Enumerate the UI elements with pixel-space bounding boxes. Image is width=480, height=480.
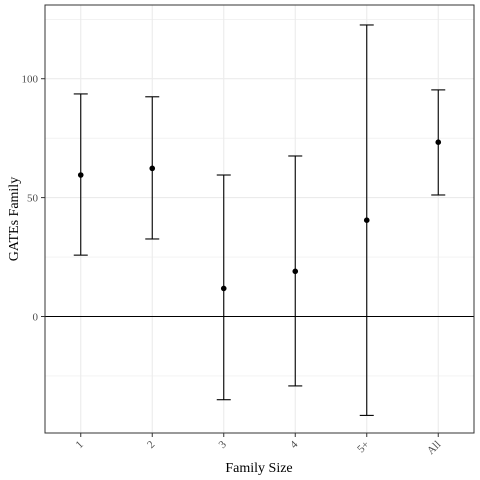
y-axis-ticks: 0 50 100 [22, 74, 45, 323]
x-tick-label: 5+ [355, 439, 372, 456]
y-tick-label: 50 [27, 193, 39, 205]
y-tick-label: 100 [22, 74, 39, 86]
x-tick-label: 2 [145, 439, 157, 451]
point-estimate-2 [149, 165, 156, 172]
x-tick-label: 4 [288, 438, 301, 451]
x-tick-label: All [425, 439, 443, 457]
point-estimate-3 [220, 285, 227, 292]
point-estimate-4 [292, 268, 299, 275]
x-axis-ticks: 1 2 3 4 5+ All [73, 433, 443, 457]
x-axis-title: Family Size [225, 461, 292, 476]
x-tick-label: 1 [73, 439, 85, 451]
y-axis-title: GATEs Family [7, 177, 22, 261]
point-estimate-6 [435, 139, 442, 145]
panel-background [45, 5, 474, 433]
point-estimate-1 [77, 172, 84, 178]
x-tick-label: 3 [216, 438, 229, 451]
y-tick-label: 0 [33, 311, 39, 323]
point-estimate-5 [363, 217, 370, 223]
error-bars [73, 24, 446, 416]
panel-border [44, 4, 475, 434]
